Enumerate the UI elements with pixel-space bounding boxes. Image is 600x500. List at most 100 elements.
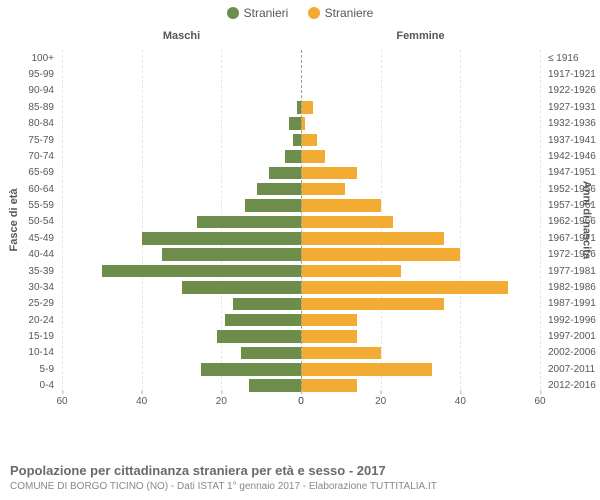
- bar-female: [301, 150, 325, 162]
- age-label: 60-64: [0, 181, 58, 197]
- x-tick: 60: [534, 396, 545, 407]
- birth-year-label: 1932-1936: [544, 116, 600, 132]
- bar-female: [301, 379, 357, 391]
- bar-male: [269, 167, 301, 179]
- bar-female: [301, 314, 357, 326]
- bar-male: [102, 265, 301, 277]
- center-axis-line: [301, 50, 302, 394]
- legend: Stranieri Straniere: [0, 6, 600, 22]
- bar-male: [285, 150, 301, 162]
- age-label: 30-34: [0, 279, 58, 295]
- age-label: 10-14: [0, 345, 58, 361]
- age-label: 25-29: [0, 296, 58, 312]
- age-label: 95-99: [0, 66, 58, 82]
- birth-year-label: 1972-1976: [544, 247, 600, 263]
- age-label: 15-19: [0, 328, 58, 344]
- column-title-male: Maschi: [62, 30, 301, 42]
- legend-item-male: Stranieri: [227, 6, 289, 20]
- bar-female: [301, 347, 381, 359]
- caption-subtitle: COMUNE DI BORGO TICINO (NO) - Dati ISTAT…: [10, 481, 590, 492]
- legend-item-female: Straniere: [308, 6, 374, 20]
- chart-caption: Popolazione per cittadinanza straniera p…: [10, 463, 590, 492]
- age-label: 100+: [0, 50, 58, 66]
- age-label: 90-94: [0, 83, 58, 99]
- bar-male: [217, 330, 301, 342]
- plot-area: Maschi Femmine 6040200 0204060: [62, 30, 540, 420]
- bar-female: [301, 363, 432, 375]
- x-tick: 20: [216, 396, 227, 407]
- x-tick: 20: [375, 396, 386, 407]
- age-label: 80-84: [0, 116, 58, 132]
- bar-female: [301, 183, 345, 195]
- bar-female: [301, 232, 444, 244]
- bar-male: [245, 199, 301, 211]
- legend-dot-female: [308, 7, 320, 19]
- birth-year-label: ≤ 1916: [544, 50, 600, 66]
- bar-male: [142, 232, 301, 244]
- age-label: 70-74: [0, 148, 58, 164]
- birth-year-label: 1942-1946: [544, 148, 600, 164]
- bar-male: [257, 183, 301, 195]
- bar-male: [201, 363, 301, 375]
- bar-female: [301, 248, 460, 260]
- age-label: 75-79: [0, 132, 58, 148]
- birth-year-label: 1917-1921: [544, 66, 600, 82]
- legend-label-female: Straniere: [325, 6, 374, 20]
- bar-female: [301, 134, 317, 146]
- birth-year-label: 1937-1941: [544, 132, 600, 148]
- grid-line: [540, 50, 541, 394]
- age-label: 65-69: [0, 165, 58, 181]
- legend-label-male: Stranieri: [244, 6, 289, 20]
- birth-year-label: 1992-1996: [544, 312, 600, 328]
- age-label: 35-39: [0, 263, 58, 279]
- age-label: 45-49: [0, 230, 58, 246]
- bar-female: [301, 298, 444, 310]
- bar-male: [225, 314, 301, 326]
- x-axis: 6040200 0204060: [62, 396, 540, 420]
- age-label: 40-44: [0, 247, 58, 263]
- bar-female: [301, 281, 508, 293]
- age-label: 5-9: [0, 361, 58, 377]
- birth-year-label: 1977-1981: [544, 263, 600, 279]
- bar-male: [162, 248, 301, 260]
- bar-male: [182, 281, 302, 293]
- bar-female: [301, 199, 381, 211]
- x-tick: 60: [56, 396, 67, 407]
- legend-dot-male: [227, 7, 239, 19]
- birth-year-label: 2007-2011: [544, 361, 600, 377]
- birth-year-label: 1967-1971: [544, 230, 600, 246]
- birth-year-label: 1987-1991: [544, 296, 600, 312]
- population-pyramid-chart: Stranieri Straniere Fasce di età Anni di…: [0, 0, 600, 500]
- bar-male: [233, 298, 301, 310]
- bar-male: [249, 379, 301, 391]
- bar-female: [301, 167, 357, 179]
- age-label: 20-24: [0, 312, 58, 328]
- bar-male: [289, 117, 301, 129]
- birth-year-label: 2002-2006: [544, 345, 600, 361]
- bar-female: [301, 101, 313, 113]
- age-label: 0-4: [0, 378, 58, 394]
- birth-year-label: 1952-1956: [544, 181, 600, 197]
- birth-year-label: 1982-1986: [544, 279, 600, 295]
- birth-year-label: 1957-1961: [544, 197, 600, 213]
- bar-female: [301, 330, 357, 342]
- birth-year-label: 1962-1966: [544, 214, 600, 230]
- x-tick: 0: [298, 396, 304, 407]
- birth-year-label: 1947-1951: [544, 165, 600, 181]
- birth-year-label: 1922-1926: [544, 83, 600, 99]
- x-axis-left: 6040200: [62, 396, 301, 420]
- age-label: 55-59: [0, 197, 58, 213]
- birth-year-label: 1927-1931: [544, 99, 600, 115]
- birth-year-label: 2012-2016: [544, 378, 600, 394]
- caption-title: Popolazione per cittadinanza straniera p…: [10, 463, 590, 478]
- age-label: 85-89: [0, 99, 58, 115]
- birth-year-labels: ≤ 19161917-19211922-19261927-19311932-19…: [544, 50, 600, 394]
- bar-male: [197, 216, 301, 228]
- bar-male: [293, 134, 301, 146]
- x-tick: 40: [455, 396, 466, 407]
- age-labels: 100+95-9990-9485-8980-8475-7970-7465-696…: [0, 50, 58, 394]
- age-label: 50-54: [0, 214, 58, 230]
- bar-female: [301, 265, 401, 277]
- x-axis-right: 0204060: [301, 396, 540, 420]
- bar-female: [301, 216, 393, 228]
